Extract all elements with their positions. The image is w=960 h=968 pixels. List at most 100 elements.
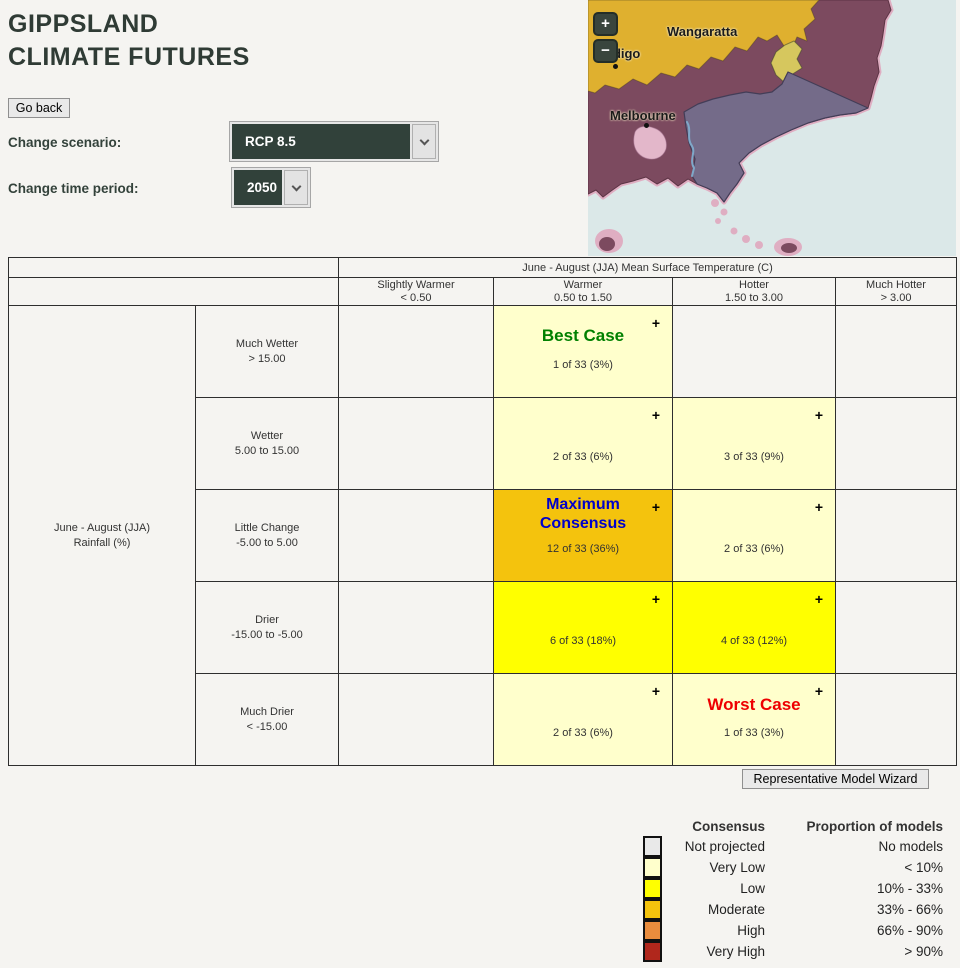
legend-proportion-label: 33% - 66%: [876, 902, 943, 917]
col-header-1: Warmer 0.50 to 1.50: [493, 277, 673, 306]
map-islands: [595, 199, 802, 256]
scenario-select[interactable]: RCP 8.5: [229, 121, 439, 162]
legend-proportion-label: 66% - 90%: [876, 923, 943, 938]
row-header-2: Little Change -5.00 to 5.00: [195, 489, 339, 582]
cell-tag: Worst Case: [707, 695, 801, 714]
matrix-cell-r2c2[interactable]: +2 of 33 (6%): [672, 489, 836, 582]
matrix-cell-r4c1[interactable]: +2 of 33 (6%): [493, 673, 673, 766]
legend-header-row: Consensus Proportion of models: [643, 817, 943, 836]
matrix-cell-r3c3: [834, 581, 958, 674]
map-river: [686, 121, 696, 177]
legend-row-0: Not projected No models: [643, 836, 943, 857]
city-dot-bendigo: [613, 64, 618, 69]
legend-consensus-label: Very Low: [709, 860, 765, 875]
legend-consensus-label: Low: [740, 881, 765, 896]
matrix-cell-r0c2: [672, 305, 836, 398]
legend-row-1: Very Low < 10%: [643, 857, 943, 878]
scenario-select-value: RCP 8.5: [232, 124, 410, 159]
legend-consensus-header: Consensus: [692, 819, 765, 834]
matrix-cell-r4c2[interactable]: + Worst Case 1 of 33 (3%): [672, 673, 836, 766]
map[interactable]: Wangaratta ndigo Melbourne + −: [588, 0, 956, 256]
matrix-cell-r1c3: [834, 397, 958, 490]
matrix-cell-r1c1[interactable]: +2 of 33 (6%): [493, 397, 673, 490]
map-island-cores: [599, 237, 797, 253]
row-header-1: Wetter 5.00 to 15.00: [195, 397, 339, 490]
model-count: 2 of 33 (6%): [553, 727, 613, 739]
temperature-axis-title: June - August (JJA) Mean Surface Tempera…: [337, 257, 958, 278]
model-count: 3 of 33 (9%): [724, 451, 784, 463]
cell-tag: Maximum Consensus: [539, 496, 627, 532]
legend-swatch: [643, 836, 662, 857]
matrix-cell-r1c2[interactable]: +3 of 33 (9%): [672, 397, 836, 490]
expand-plus-icon[interactable]: +: [651, 315, 660, 331]
consensus-legend: Consensus Proportion of models Not proje…: [643, 817, 943, 962]
matrix-cell-r1c0: [338, 397, 494, 490]
chevron-down-icon[interactable]: [284, 170, 308, 205]
matrix-cell-r0c3: [834, 305, 958, 398]
expand-plus-icon[interactable]: +: [651, 591, 660, 607]
model-count: 12 of 33 (36%): [546, 543, 620, 555]
legend-row-4: High 66% - 90%: [643, 920, 943, 941]
matrix-cell-r4c3: [834, 673, 958, 766]
expand-plus-icon[interactable]: +: [814, 499, 823, 515]
matrix-cell-r3c1[interactable]: +6 of 33 (18%): [493, 581, 673, 674]
page-title: GIPPSLAND CLIMATE FUTURES: [8, 8, 250, 74]
zoom-in-button[interactable]: +: [593, 12, 618, 36]
legend-row-3: Moderate 33% - 66%: [643, 899, 943, 920]
matrix-corner-cell: [8, 257, 339, 278]
row-header-0: Much Wetter > 15.00: [195, 305, 339, 398]
legend-consensus-label: High: [737, 923, 765, 938]
legend-swatch: [643, 899, 662, 920]
consensus-matrix: June - August (JJA) Mean Surface Tempera…: [8, 257, 958, 766]
model-count: 2 of 33 (6%): [724, 543, 784, 555]
legend-consensus-label: Moderate: [707, 902, 765, 917]
map-zoom-control: + −: [593, 12, 618, 66]
scenario-label: Change scenario:: [8, 135, 122, 150]
col-header-3: Much Hotter > 3.00: [834, 277, 958, 306]
model-count: 1 of 33 (3%): [553, 359, 613, 371]
model-count: 4 of 33 (12%): [720, 635, 788, 647]
time-period-select[interactable]: 2050: [231, 167, 311, 208]
legend-swatch: [643, 878, 662, 899]
expand-plus-icon[interactable]: +: [814, 683, 823, 699]
matrix-corner-cell: [8, 277, 339, 306]
map-regions: [588, 0, 894, 256]
time-period-label: Change time period:: [8, 181, 139, 196]
legend-proportion-label: 10% - 33%: [876, 881, 943, 896]
matrix-cell-r2c0: [338, 489, 494, 582]
expand-plus-icon[interactable]: +: [651, 499, 660, 515]
expand-plus-icon[interactable]: +: [651, 407, 660, 423]
model-count: 1 of 33 (3%): [724, 727, 784, 739]
legend-proportion-label: > 90%: [904, 944, 943, 959]
col-header-2: Hotter 1.50 to 3.00: [672, 277, 836, 306]
time-period-select-value: 2050: [234, 170, 282, 205]
map-region-gold: [588, 0, 820, 94]
legend-proportion-header: Proportion of models: [806, 819, 944, 834]
chevron-down-icon[interactable]: [412, 124, 436, 159]
zoom-out-button[interactable]: −: [593, 39, 618, 63]
matrix-cell-r2c1[interactable]: + Maximum Consensus 12 of 33 (36%): [493, 489, 673, 582]
matrix-cell-r2c3: [834, 489, 958, 582]
page-title-line2: CLIMATE FUTURES: [8, 43, 250, 71]
legend-proportion-label: < 10%: [904, 860, 943, 875]
model-count: 6 of 33 (18%): [549, 635, 617, 647]
legend-consensus-label: Very High: [706, 944, 765, 959]
city-dot-melbourne: [644, 123, 649, 128]
representative-model-wizard-button[interactable]: Representative Model Wizard: [742, 769, 929, 789]
model-count: 2 of 33 (6%): [553, 451, 613, 463]
legend-swatch: [643, 857, 662, 878]
legend-proportion-label: No models: [878, 839, 943, 854]
legend-row-2: Low 10% - 33%: [643, 878, 943, 899]
cell-tag: Best Case: [541, 326, 625, 345]
row-header-4: Much Drier < -15.00: [195, 673, 339, 766]
legend-row-5: Very High > 90%: [643, 941, 943, 962]
matrix-cell-r3c2[interactable]: +4 of 33 (12%): [672, 581, 836, 674]
matrix-cell-r0c0: [338, 305, 494, 398]
expand-plus-icon[interactable]: +: [651, 683, 660, 699]
rainfall-axis-title: June - August (JJA) Rainfall (%): [8, 305, 196, 766]
expand-plus-icon[interactable]: +: [814, 591, 823, 607]
matrix-cell-r0c1[interactable]: + Best Case 1 of 33 (3%): [493, 305, 673, 398]
legend-consensus-label: Not projected: [684, 839, 765, 854]
go-back-button[interactable]: Go back: [8, 98, 70, 118]
expand-plus-icon[interactable]: +: [814, 407, 823, 423]
